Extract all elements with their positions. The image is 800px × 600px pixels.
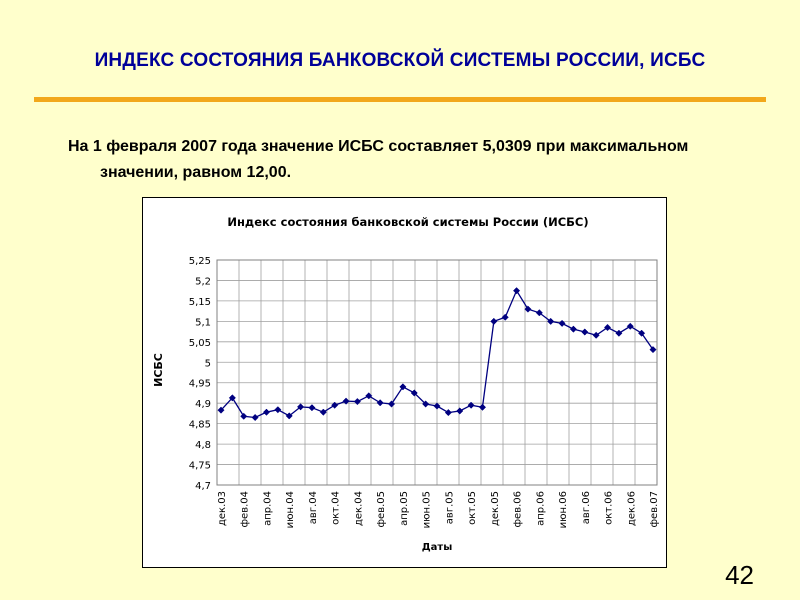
y-tick-label: 4,7 bbox=[195, 481, 211, 492]
data-point bbox=[456, 407, 464, 415]
y-tick-label: 5,25 bbox=[189, 256, 211, 267]
data-point bbox=[376, 399, 384, 407]
x-tick-label: апр.06 bbox=[535, 491, 546, 526]
data-point bbox=[501, 313, 509, 321]
x-tick-label: июн.04 bbox=[285, 491, 296, 528]
data-point bbox=[319, 408, 327, 416]
y-tick-label: 4,9 bbox=[195, 399, 211, 410]
x-tick-label: окт.05 bbox=[467, 491, 478, 525]
x-tick-label: фев.07 bbox=[649, 491, 660, 528]
x-tick-label: авг.05 bbox=[444, 491, 455, 524]
data-point bbox=[615, 329, 623, 337]
y-tick-labels: 4,7 4,75 4,8 4,85 4,9 4,95 5 5,05 5,1 5,15 5,2 5,25 bbox=[189, 256, 211, 492]
data-point bbox=[547, 317, 555, 325]
data-point bbox=[490, 317, 498, 325]
title-divider bbox=[34, 97, 766, 102]
data-point bbox=[399, 383, 407, 391]
body-text: На 1 февраля 2007 года значение ИСБС сос… bbox=[68, 138, 689, 181]
data-point bbox=[410, 389, 418, 397]
x-tick-label: дек.03 bbox=[217, 491, 228, 526]
y-tick-label: 5,2 bbox=[195, 276, 211, 287]
x-tick-label: дек.04 bbox=[353, 491, 364, 526]
data-point bbox=[262, 408, 271, 416]
data-point bbox=[592, 331, 600, 339]
data-point bbox=[558, 319, 566, 327]
y-tick-label: 4,8 bbox=[195, 440, 211, 451]
data-point bbox=[217, 406, 225, 414]
chart-title: Индекс состояния банковской системы Росс… bbox=[227, 215, 588, 229]
series-isbs bbox=[217, 287, 657, 422]
page-number: 42 bbox=[725, 560, 754, 590]
line-chart: Индекс состояния банковской системы Росс… bbox=[152, 215, 660, 553]
x-tick-label: фев.05 bbox=[376, 491, 387, 528]
data-point bbox=[649, 346, 657, 354]
data-point bbox=[626, 322, 634, 330]
x-tick-label: дек.06 bbox=[626, 491, 637, 526]
data-point bbox=[308, 404, 316, 412]
x-axis-label: Даты bbox=[422, 542, 453, 553]
data-point bbox=[251, 413, 259, 422]
data-point bbox=[274, 406, 282, 414]
data-point bbox=[353, 397, 361, 406]
slide-title: ИНДЕКС СОСТОЯНИЯ БАНКОВСКОЙ СИСТЕМЫ РОСС… bbox=[94, 50, 706, 71]
x-tick-label: июн.05 bbox=[422, 491, 433, 528]
x-tick-label: окт.06 bbox=[604, 491, 615, 525]
x-tick-label: окт.04 bbox=[331, 491, 342, 525]
x-tick-label: июн.06 bbox=[558, 491, 569, 528]
x-tick-labels: дек.03 фев.04 апр.04 июн.04 авг.04 окт.04 дек.… bbox=[217, 491, 660, 528]
y-tick-label: 5 bbox=[205, 358, 211, 369]
data-point bbox=[569, 325, 577, 333]
data-point bbox=[444, 409, 452, 417]
data-point bbox=[240, 412, 248, 420]
data-point bbox=[535, 309, 543, 317]
data-point bbox=[433, 402, 441, 410]
plot-area bbox=[216, 259, 658, 486]
data-point bbox=[513, 287, 521, 295]
x-tick-label: авг.06 bbox=[581, 491, 592, 524]
x-tick-label: апр.05 bbox=[399, 491, 410, 526]
data-point bbox=[603, 323, 612, 332]
data-point bbox=[228, 394, 236, 402]
data-point bbox=[478, 403, 487, 411]
x-tick-label: дек.05 bbox=[490, 491, 501, 526]
y-tick-label: 5,15 bbox=[189, 297, 211, 308]
data-point bbox=[422, 400, 430, 408]
y-tick-label: 4,75 bbox=[189, 461, 211, 472]
data-point bbox=[638, 329, 646, 337]
y-tick-label: 5,1 bbox=[195, 317, 211, 328]
grid-lines bbox=[216, 259, 658, 486]
data-point bbox=[467, 401, 475, 409]
data-point bbox=[342, 397, 350, 405]
y-tick-label: 4,95 bbox=[189, 379, 211, 390]
x-tick-label: фев.04 bbox=[240, 491, 251, 528]
data-point bbox=[387, 400, 396, 408]
x-tick-label: фев.06 bbox=[513, 491, 524, 528]
data-point bbox=[581, 328, 589, 336]
data-point bbox=[297, 403, 305, 411]
data-point bbox=[524, 305, 532, 313]
chart-container: Индекс состояния банковской системы Росс… bbox=[142, 197, 667, 568]
axes bbox=[216, 259, 658, 486]
y-tick-label: 4,85 bbox=[189, 420, 211, 431]
x-tick-label: авг.04 bbox=[308, 491, 319, 524]
y-tick-label: 5,05 bbox=[189, 338, 211, 349]
data-point bbox=[285, 412, 293, 420]
data-point bbox=[365, 392, 373, 400]
x-tick-label: апр.04 bbox=[262, 491, 273, 526]
data-point bbox=[331, 401, 339, 409]
y-axis-label: ИСБС bbox=[152, 353, 165, 387]
